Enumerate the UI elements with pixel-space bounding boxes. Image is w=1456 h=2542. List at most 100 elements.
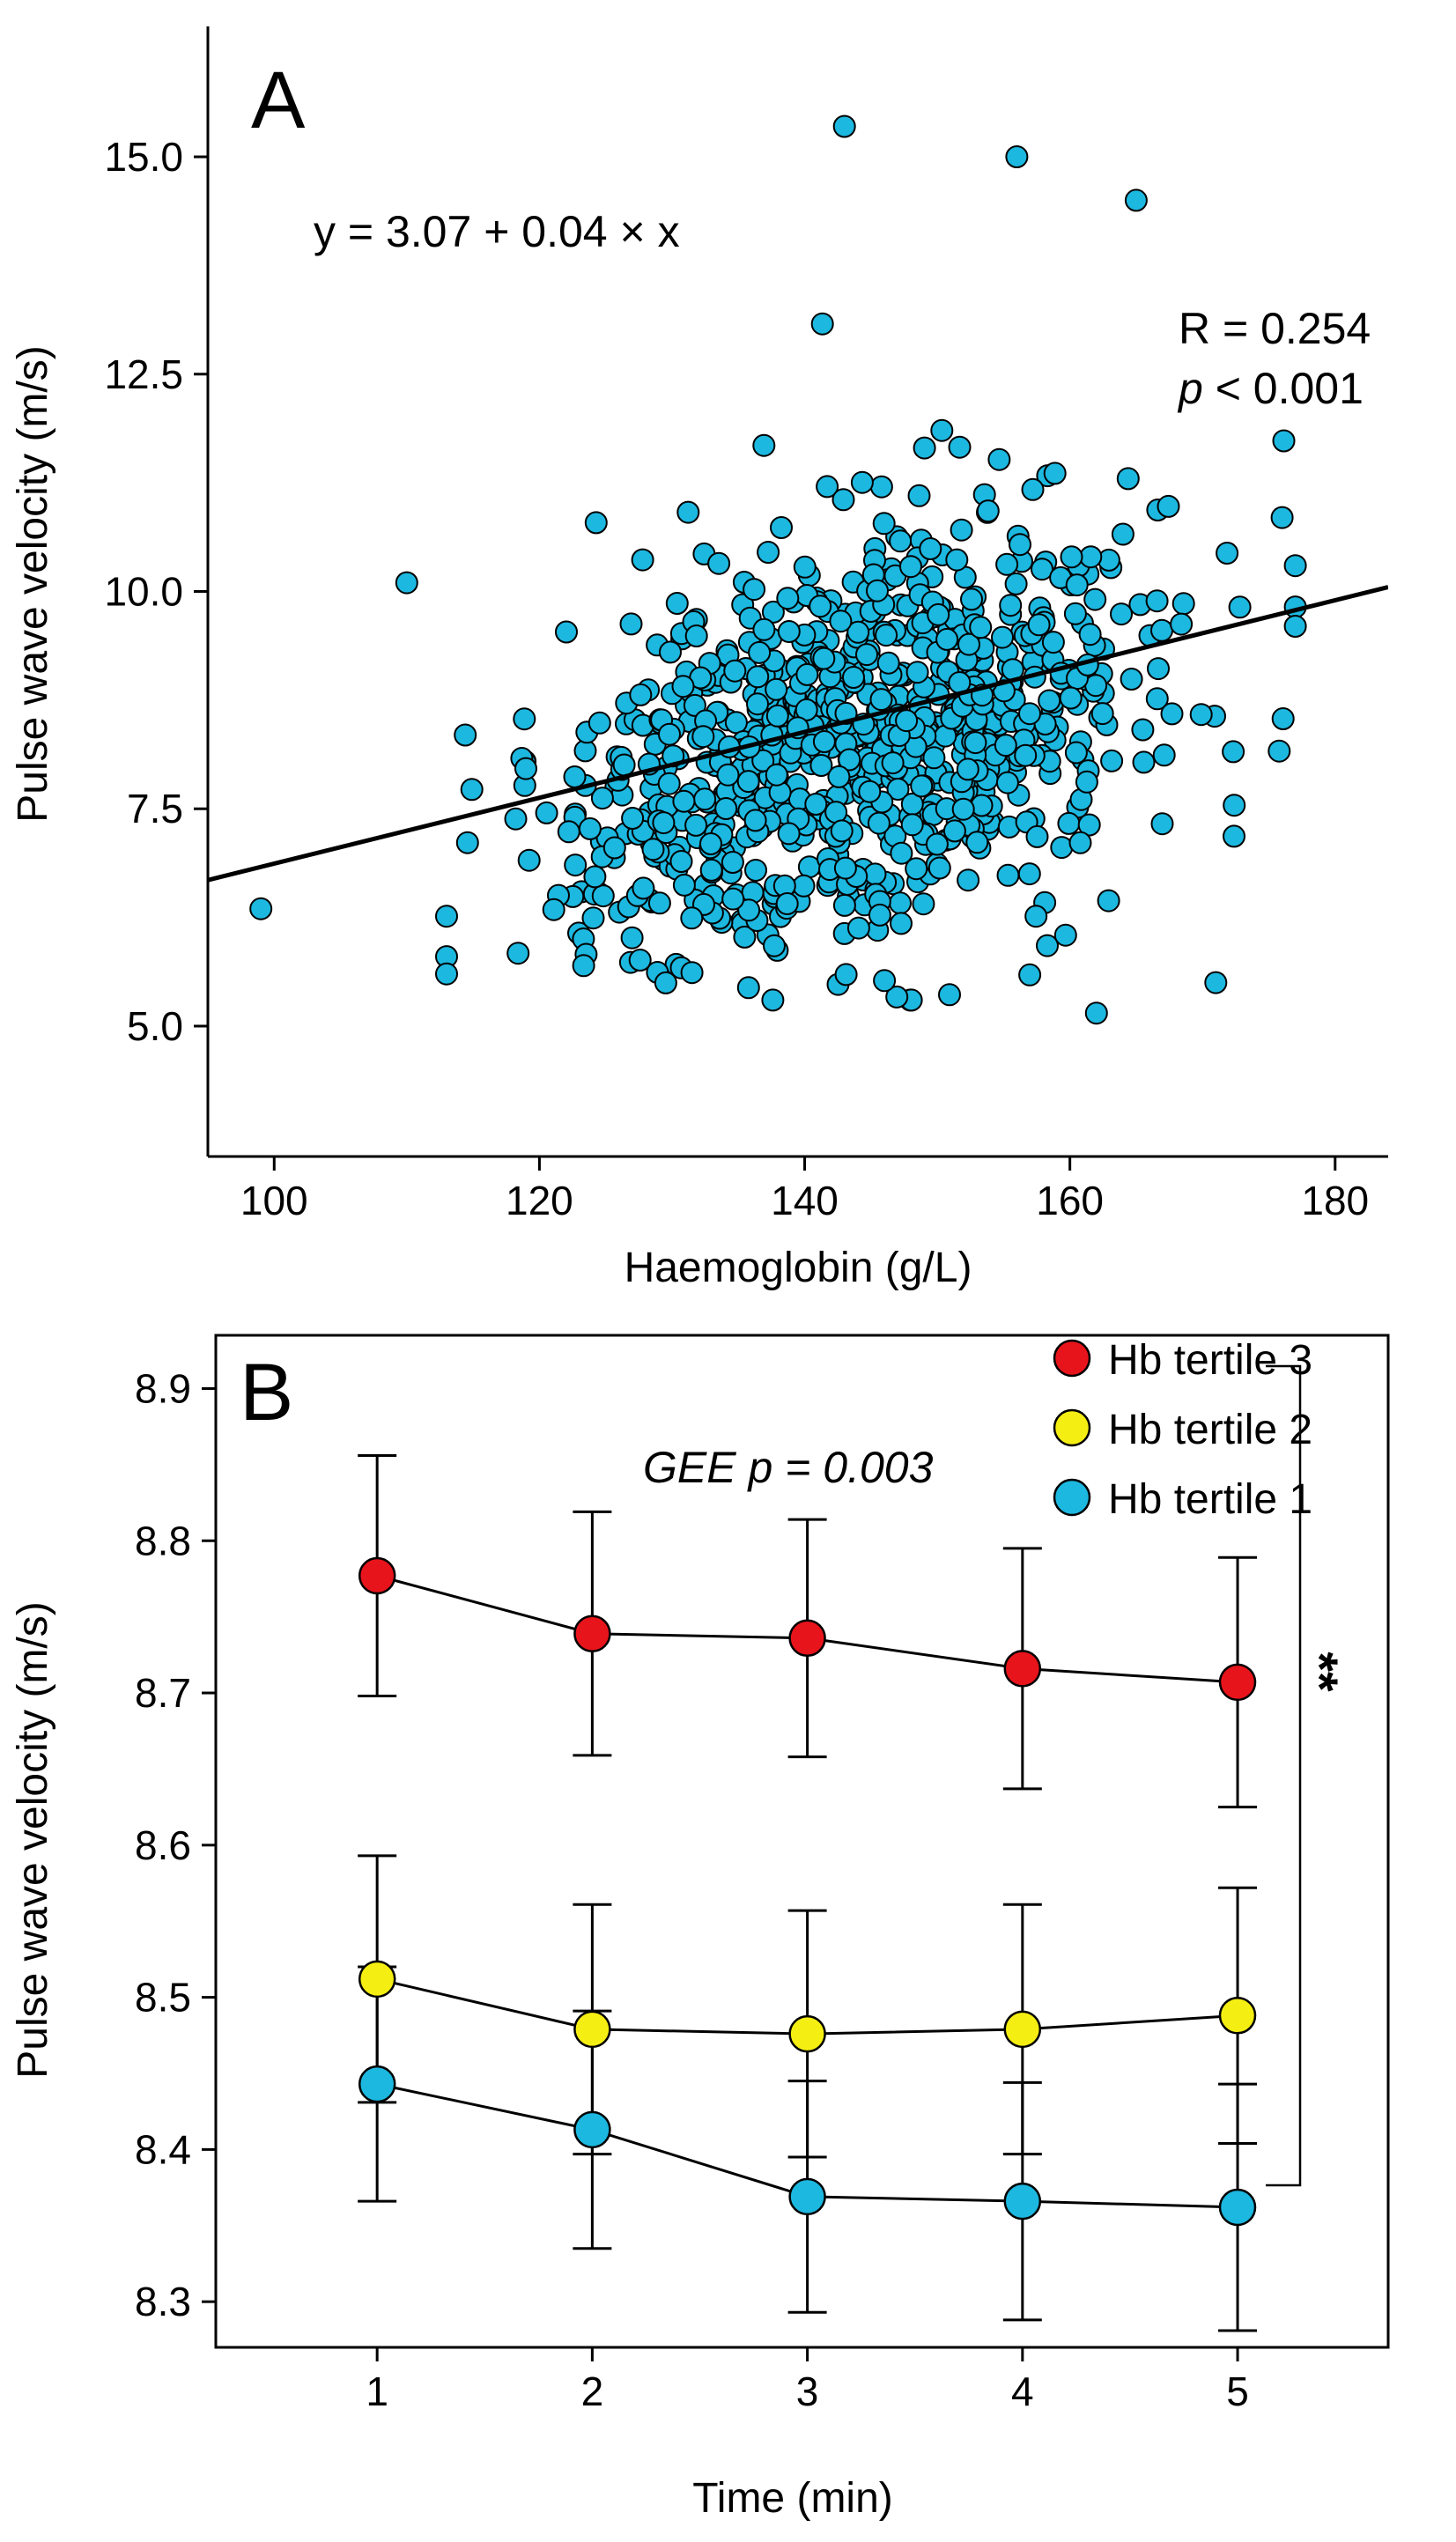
scatter-point [875, 624, 898, 647]
scatter-point [816, 475, 839, 499]
marker-tertile-2 [573, 2010, 611, 2049]
scatter-point [752, 433, 776, 457]
scatter-point [641, 838, 665, 861]
scatter-point [1116, 467, 1140, 491]
scatter-point [994, 734, 1017, 757]
scatter-point [647, 891, 671, 915]
scatter-point [935, 627, 959, 651]
scatter-point [1100, 749, 1124, 772]
panel-a-equation: y = 3.07 + 0.04 × x [314, 207, 680, 256]
scatter-point [583, 865, 607, 889]
scatter-point [1018, 963, 1042, 987]
scatter-point [987, 447, 1011, 471]
scatter-point [812, 730, 836, 753]
scatter-point [721, 887, 745, 911]
scatter-point [830, 819, 854, 843]
scatter-point [1272, 429, 1296, 453]
scatter-point [395, 571, 418, 595]
marker-tertile-1 [1218, 2188, 1257, 2227]
scatter-point [1078, 623, 1102, 647]
scatter-point [872, 512, 896, 536]
scatter-point [827, 765, 851, 788]
scatter-point [938, 983, 961, 1007]
scatter-point [866, 579, 889, 602]
scatter-point [628, 949, 652, 972]
legend-label-tertile-3: Hb tertile 3 [1108, 1337, 1312, 1384]
x-tick-label: 5 [1226, 2368, 1249, 2414]
scatter-point [1021, 477, 1045, 501]
scatter-point [535, 801, 558, 824]
scatter-point [455, 831, 479, 854]
scatter-point [925, 832, 949, 856]
scatter-point [999, 594, 1023, 617]
scatter-point [829, 610, 853, 633]
scatter-point [1111, 522, 1134, 546]
scatter-point [889, 891, 912, 915]
scatter-point [721, 851, 744, 874]
scatter-point [1036, 934, 1059, 957]
x-tick-label: 140 [771, 1178, 839, 1223]
legend-label-tertile-1: Hb tertile 1 [1108, 1476, 1312, 1523]
scatter-point [824, 801, 848, 824]
scatter-point [629, 683, 653, 706]
scatter-point [945, 548, 969, 572]
panel-b: 1 2 3 4 5 8.3 8.4 8.5 8.6 8.7 8.8 8.9 B GEE p = 0.0… [10, 1334, 1390, 2522]
scatter-point [951, 797, 975, 821]
scatter-point [899, 555, 922, 579]
scatter-point [1005, 145, 1029, 168]
scatter-point [846, 916, 870, 940]
scatter-point [957, 632, 980, 656]
scatter-point [765, 763, 788, 787]
y-tick-label: 8.8 [135, 1518, 191, 1563]
scatter-point [1004, 572, 1028, 595]
scatter-point [1025, 824, 1049, 848]
scatter-point [876, 651, 900, 675]
scatter-points [249, 115, 1307, 1025]
legend-label-tertile-2: Hb tertile 2 [1108, 1407, 1312, 1453]
panel-a-x-label: Haemoglobin (g/L) [625, 1245, 972, 1291]
scatter-point [435, 905, 458, 928]
scatter-point [1268, 739, 1291, 763]
scatter-point [775, 892, 799, 915]
scatter-point [1222, 740, 1245, 764]
x-tick-label: 1 [366, 2368, 388, 2414]
scatter-point [956, 757, 979, 781]
y-tick-label: 5.0 [127, 1003, 183, 1049]
x-tick-label: 180 [1301, 1178, 1369, 1223]
scatter-point [995, 552, 1019, 576]
legend-marker-tertile-2 [1053, 1408, 1091, 1447]
scatter-point [912, 892, 935, 916]
scatter-point [435, 962, 458, 986]
scatter-point [723, 659, 747, 683]
scatter-point [733, 925, 757, 949]
scatter-point [665, 592, 689, 615]
scatter-point [1043, 462, 1067, 485]
scatter-point [748, 640, 772, 664]
scatter-point [1124, 188, 1148, 212]
marker-tertile-2 [788, 2014, 826, 2053]
scatter-point [919, 537, 942, 560]
scatter-point [1027, 613, 1051, 637]
scatter-point [1223, 794, 1246, 817]
scatter-point [1160, 702, 1184, 726]
scatter-point [591, 884, 615, 908]
scatter-point [513, 707, 536, 731]
scatter-point [1075, 770, 1098, 794]
scatter-point [995, 771, 1019, 794]
scatter-point [965, 831, 989, 854]
scatter-point [621, 807, 645, 830]
marker-tertile-1 [358, 2065, 396, 2103]
scatter-point [855, 643, 878, 667]
scatter-point [752, 617, 776, 641]
scatter-point [736, 770, 760, 794]
scatter-point [619, 612, 643, 636]
scatter-point [1090, 702, 1114, 726]
scatter-point [765, 677, 788, 701]
scatter-point [886, 778, 910, 801]
y-tick-label: 10.0 [104, 569, 183, 615]
scatter-point [1079, 545, 1103, 569]
scatter-point [964, 731, 987, 755]
scatter-point [676, 500, 700, 524]
scatter-point [809, 595, 832, 618]
scatter-point [744, 859, 767, 882]
